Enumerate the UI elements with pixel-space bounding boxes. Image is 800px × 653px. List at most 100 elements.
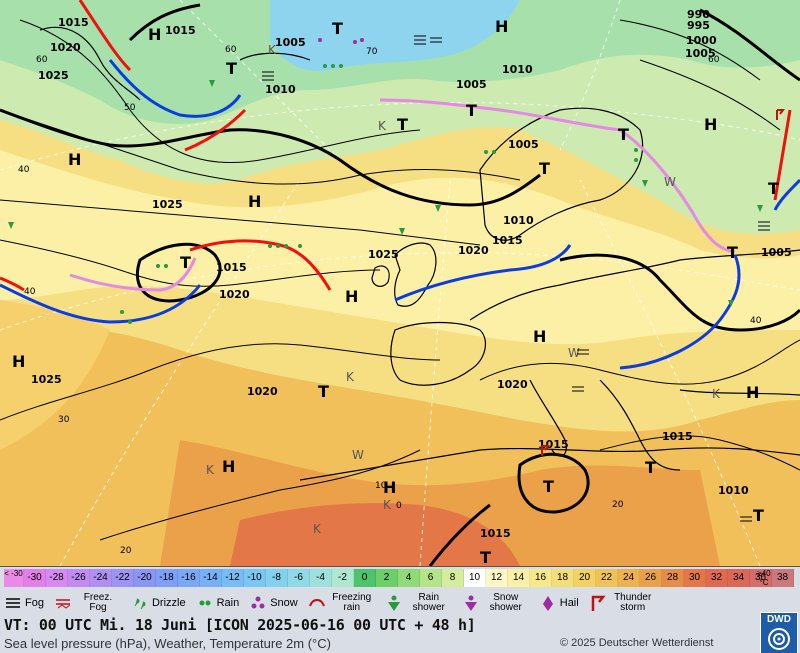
legend-symbol-snow: Snow [249, 594, 298, 612]
high-center: H [533, 327, 546, 346]
temp-label: 50 [124, 103, 136, 113]
warm-front-atlantic-north [78, 0, 247, 152]
high-center: H [248, 192, 261, 211]
high-center: H [746, 383, 759, 402]
temp-label: 10 [375, 481, 387, 491]
high-center: H [148, 25, 161, 44]
freezing-fog-icon [54, 594, 72, 612]
low-center: T [539, 159, 550, 178]
cold-front-atlantic-north [108, 59, 242, 118]
valid-time-prefix: VT: 00 UTC Mi. 18 Juni [4, 616, 197, 634]
scale-unit-label: °C [759, 578, 769, 587]
isobar-label: 1015 [492, 234, 523, 247]
isobar-label: 1025 [31, 373, 62, 386]
scale-cell: -22 [112, 569, 134, 587]
temp-label: 40 [18, 165, 30, 175]
legend-panel: < -30 -30 -28 -26 -24 -22 -20 -18 -16 -14 -12 -10 -8… [0, 566, 800, 653]
isobar-label: 1005 [508, 138, 539, 151]
scale-cell: -18 [156, 569, 178, 587]
temp-label: 40 [24, 287, 36, 297]
isobar-label: 1000 [686, 34, 717, 47]
warm-front-azores [189, 239, 332, 291]
legend-symbol-rain: Rain [196, 594, 240, 612]
isobar-label: 1005 [685, 47, 716, 60]
rain-shower-icon [8, 80, 763, 307]
fronts [0, 0, 800, 370]
valid-time: VT: 00 UTC Mi. 18 Juni [ICON 2025-06-16 … [4, 616, 476, 634]
scale-cell: -8 [266, 569, 288, 587]
pressure-labels: 1015 1020 1025 1015 1005 1010 1010 1005 … [31, 8, 792, 540]
low-center: T [226, 59, 237, 78]
thunderstorm-icon [589, 594, 607, 612]
scale-cell: 2 [376, 569, 398, 587]
scale-cell: -12 [222, 569, 244, 587]
legend-symbol-label: Snow [270, 596, 298, 609]
scale-cell: 10 [464, 569, 486, 587]
low-center: T [727, 243, 738, 262]
temperature-scale: < -30 -30 -28 -26 -24 -22 -20 -18 -16 -14 -12 -10 -8… [4, 569, 794, 587]
temperature-labels: 60 50 40 60 70 60 40 30 20 10 0 20 40 [18, 45, 762, 556]
legend-symbol-label: Rain [216, 596, 240, 609]
legend-symbol-rain-shower: Rain shower [385, 593, 452, 613]
scale-cell: 4 [398, 569, 420, 587]
w-mark: W [568, 346, 580, 360]
legend-symbol-fog: Fog [4, 594, 44, 612]
temp-label: 0 [396, 501, 402, 511]
isobar-label: 1020 [497, 378, 528, 391]
fog-icon [262, 35, 770, 522]
scale-cell: 0 [354, 569, 376, 587]
fog-icon [4, 594, 22, 612]
thunderstorm-icon [541, 109, 785, 456]
snow-icon [249, 594, 267, 612]
high-center: H [68, 150, 81, 169]
high-center: H [495, 17, 508, 36]
legend-symbol-freezing-rain: Freezing rain [308, 593, 375, 613]
low-center: T [618, 125, 629, 144]
coastlines [39, 26, 800, 481]
temp-label: 20 [612, 500, 624, 510]
dwd-logo-text: DWD [767, 614, 791, 625]
isobar-label: 1025 [368, 248, 399, 261]
temp-zone-cold [0, 0, 800, 124]
legend-symbol-label: Rain shower [412, 592, 445, 613]
high-center: H [12, 352, 25, 371]
scale-cell: -28 [46, 569, 68, 587]
k-mark: K [206, 463, 215, 477]
temp-zone-light [0, 150, 800, 345]
scale-cell: 12 [486, 569, 508, 587]
dwd-logo-mark [768, 628, 790, 650]
isobars-bold [0, 3, 800, 566]
isobar-label: 1005 [456, 78, 487, 91]
k-mark: K [313, 522, 322, 536]
drizzle-icon [131, 594, 149, 612]
scale-cell: 8 [442, 569, 464, 587]
weather-symbols [8, 35, 785, 522]
high-center: H [345, 287, 358, 306]
warm-front-east [773, 109, 792, 201]
legend-symbol-freezing-fog: Freez. Fog [54, 593, 121, 613]
isobar-label: 1015 [165, 24, 196, 37]
legend-symbol-hail: Hail [539, 594, 579, 612]
isobar-label: 1025 [152, 198, 183, 211]
temp-zone-atlantic-warm [0, 300, 110, 450]
low-center: T [397, 115, 408, 134]
scale-cell: -2 [332, 569, 354, 587]
temp-label: 30 [58, 415, 70, 425]
temp-zone-polar [270, 0, 520, 71]
scale-cell: 18 [552, 569, 574, 587]
isobar-label: 990 [687, 8, 710, 21]
low-center: T [318, 382, 329, 401]
legend-symbol-snow-shower: Snow shower [462, 593, 529, 613]
warm-front-azores-w [0, 276, 25, 292]
low-center: T [332, 19, 343, 38]
high-center: H [222, 457, 235, 476]
scale-cell: 14 [508, 569, 530, 587]
isobar-label: 1025 [38, 69, 69, 82]
rain-icon [196, 594, 214, 612]
low-center: T [466, 101, 477, 120]
scale-cell: 24 [618, 569, 640, 587]
pressure-centers: H H H H H H H H H H H T T T T T T T T T … [12, 17, 779, 566]
legend-symbol-label: Freezing rain [332, 592, 372, 613]
copyright: © 2025 Deutscher Wetterdienst [560, 637, 714, 649]
legend-symbol-label: Freez. Fog [83, 592, 113, 613]
